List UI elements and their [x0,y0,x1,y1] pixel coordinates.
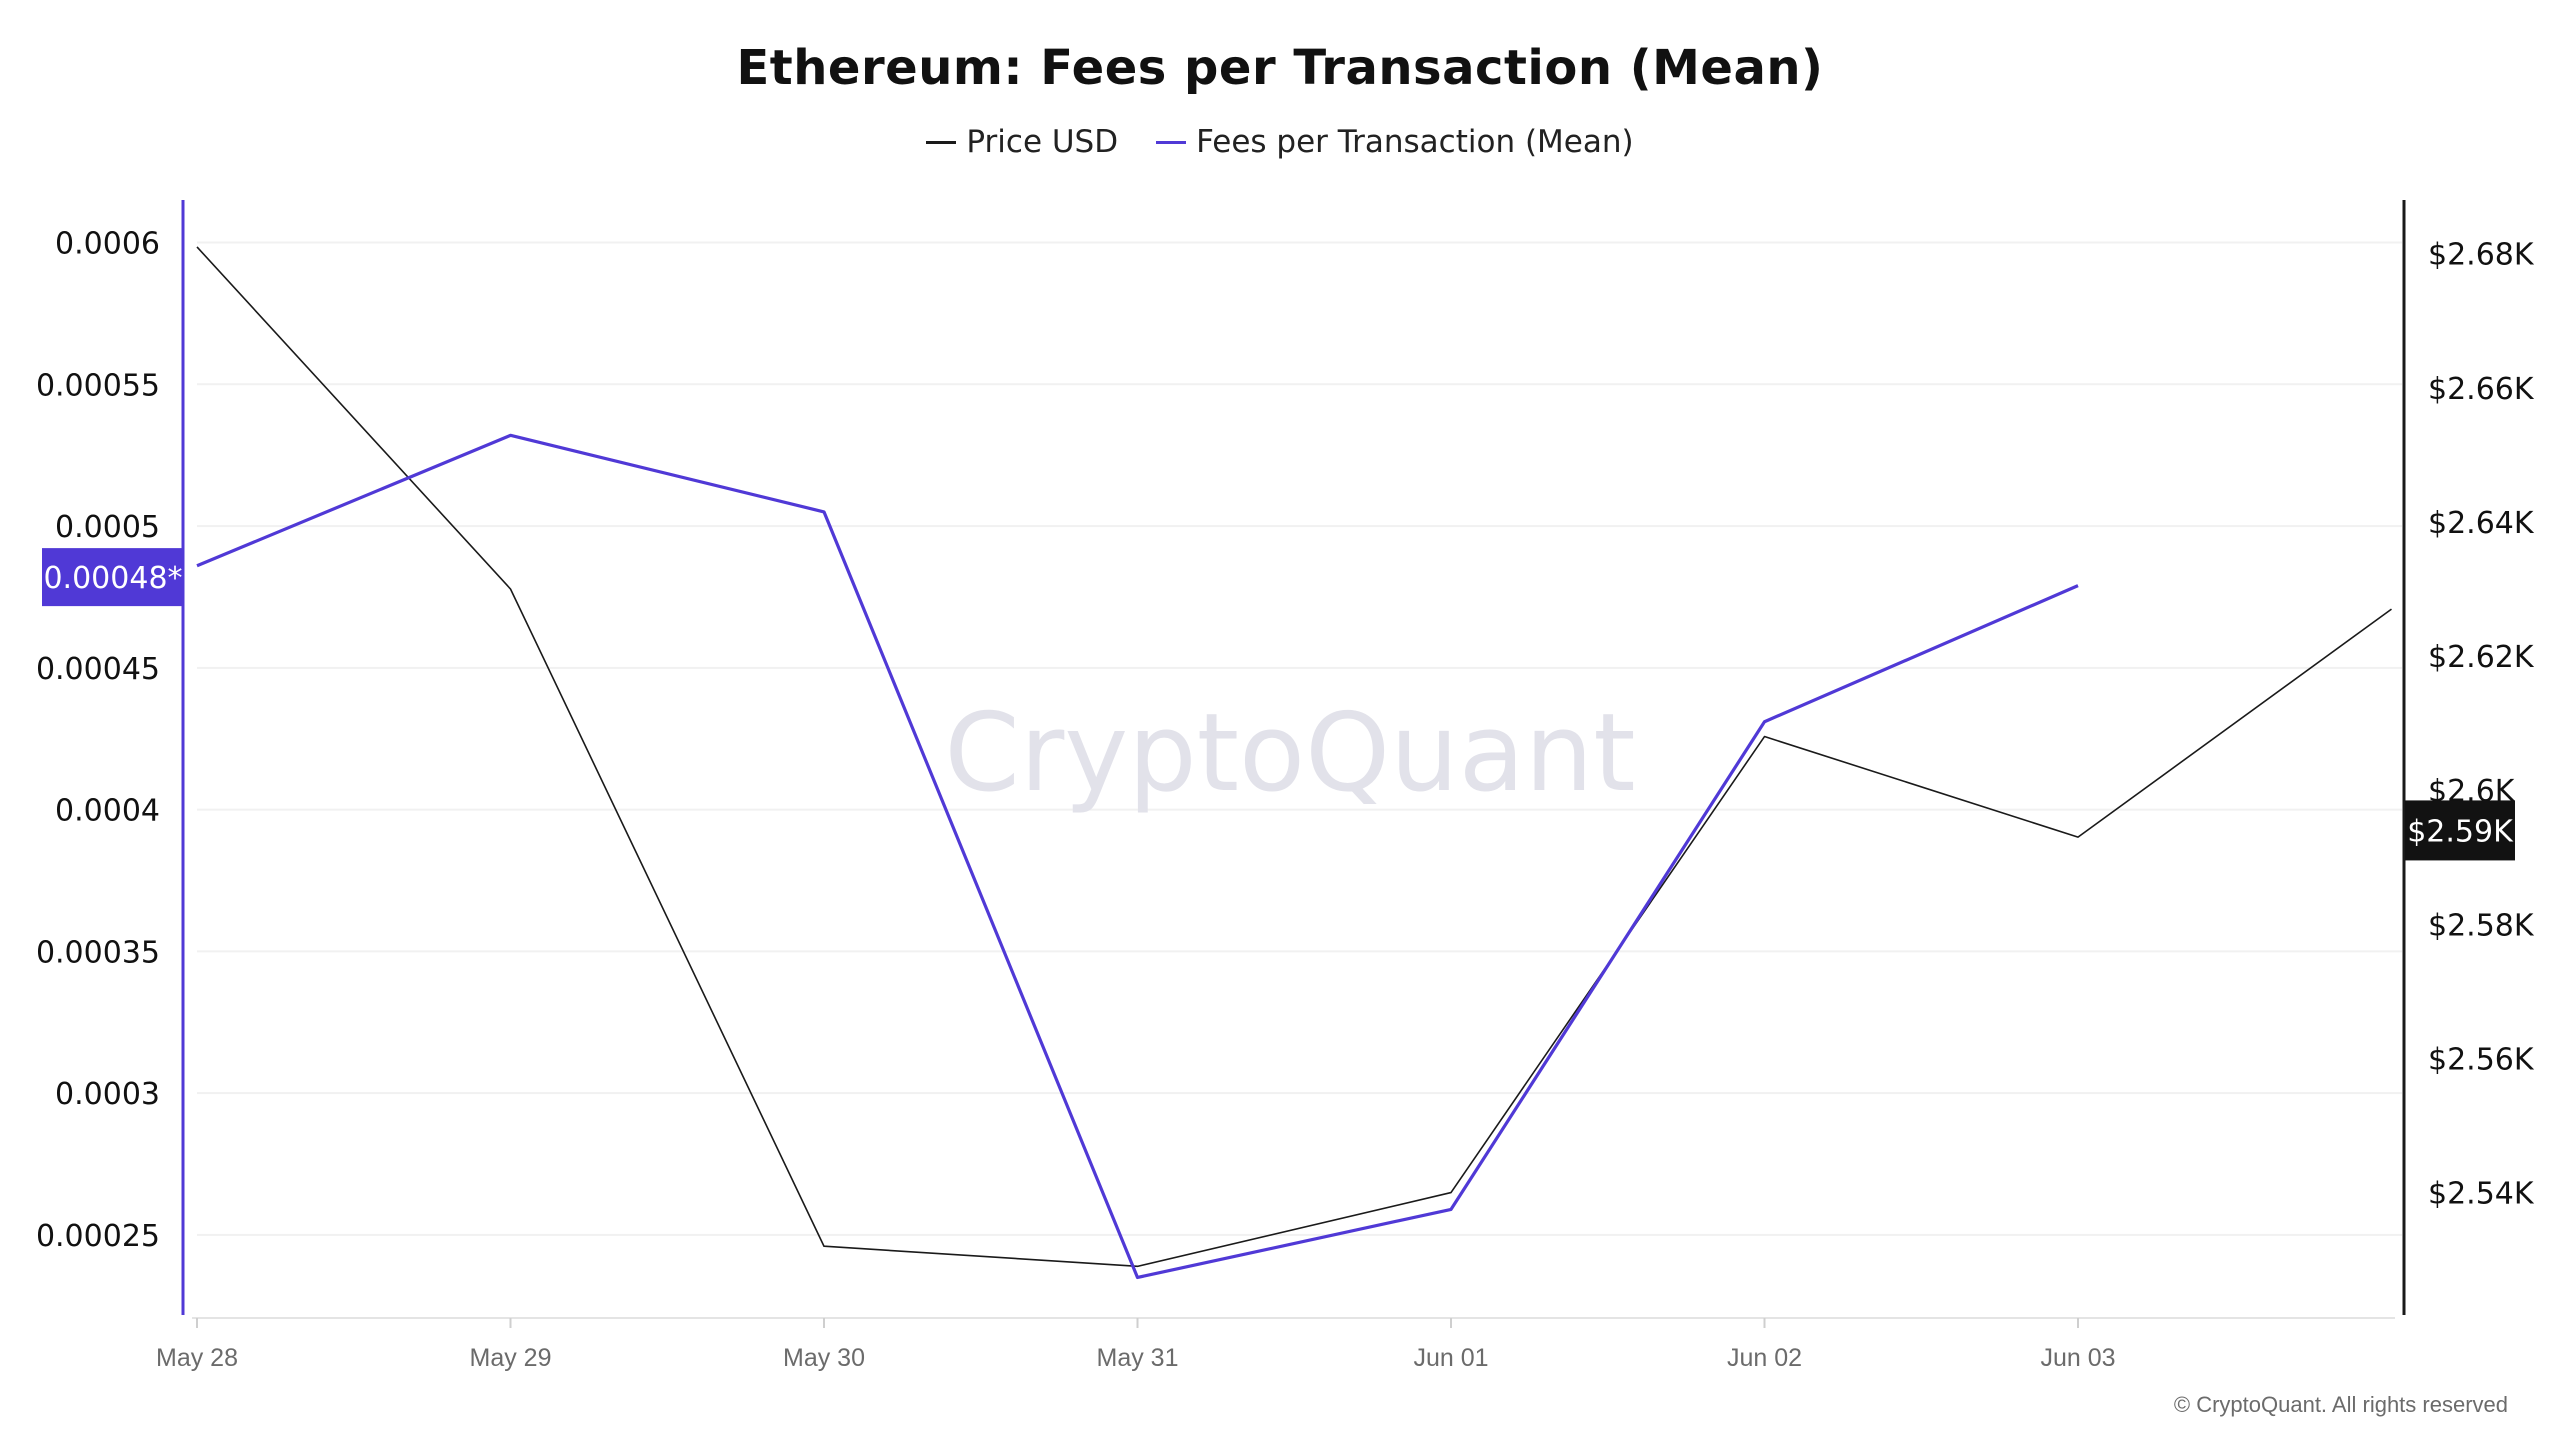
x-tick-label: May 28 [156,1344,238,1372]
y-right-tick-label: $2.62K [2428,640,2535,675]
y-right-tick-label: $2.64K [2428,506,2535,541]
x-tick-label: Jun 02 [1727,1344,1802,1372]
y-right-tick-label: $2.56K [2428,1042,2535,1077]
axes [181,200,2406,1319]
current-value-badges: 0.00048* $2.59K [42,548,2515,861]
legend-item-fees[interactable]: Fees per Transaction (Mean) [1156,124,1634,160]
x-tick-label: May 30 [783,1344,865,1372]
x-tick-label: Jun 01 [1413,1344,1488,1372]
legend-swatch-fees [1156,140,1187,144]
watermark-text: CryptoQuant [944,691,1635,816]
fees-per-transaction-line [196,433,2079,1280]
legend-item-price[interactable]: Price USD [926,124,1118,160]
tick-labels: 0.0006 0.00055 0.0005 0.00045 0.0004 0.00035 0… [36,227,2535,1372]
fees-current-badge [42,548,184,607]
copyright-text: © CryptoQuant. All rights reserved [2173,1392,2508,1417]
x-tick-label: May 31 [1097,1344,1179,1372]
legend-label-fees: Fees per Transaction (Mean) [1196,124,1634,160]
price-current-badge [2405,800,2515,861]
y-right-tick-label: $2.54K [2428,1177,2535,1212]
y-right-tick-label: $2.68K [2428,238,2535,273]
x-tick-label: May 29 [470,1344,552,1372]
y-left-tick-label: 0.0006 [55,227,160,262]
series-lines [196,246,2392,1280]
price-usd-line [196,246,2392,1268]
chart-title: Ethereum: Fees per Transaction (Mean) [736,40,1824,96]
legend: Price USD Fees per Transaction (Mean) [0,124,2560,160]
y-right-tick-label: $2.58K [2428,908,2535,943]
legend-label-price: Price USD [966,124,1119,160]
y-left-tick-label: 0.0004 [55,794,160,829]
price-current-badge-label: $2.59K [2407,814,2514,849]
x-tick-label: Jun 03 [2040,1344,2115,1372]
y-left-tick-label: 0.00025 [36,1219,160,1254]
legend-swatch-price [926,140,957,144]
y-left-tick-label: 0.00055 [36,368,160,403]
y-left-tick-label: 0.0005 [55,510,160,545]
y-left-tick-label: 0.0003 [55,1077,160,1112]
fees-current-badge-label: 0.00048* [43,561,182,596]
y-right-tick-label: $2.66K [2428,372,2535,407]
y-left-tick-label: 0.00045 [36,652,160,687]
y-left-tick-label: 0.00035 [36,935,160,970]
grid-lines [197,241,2402,1236]
